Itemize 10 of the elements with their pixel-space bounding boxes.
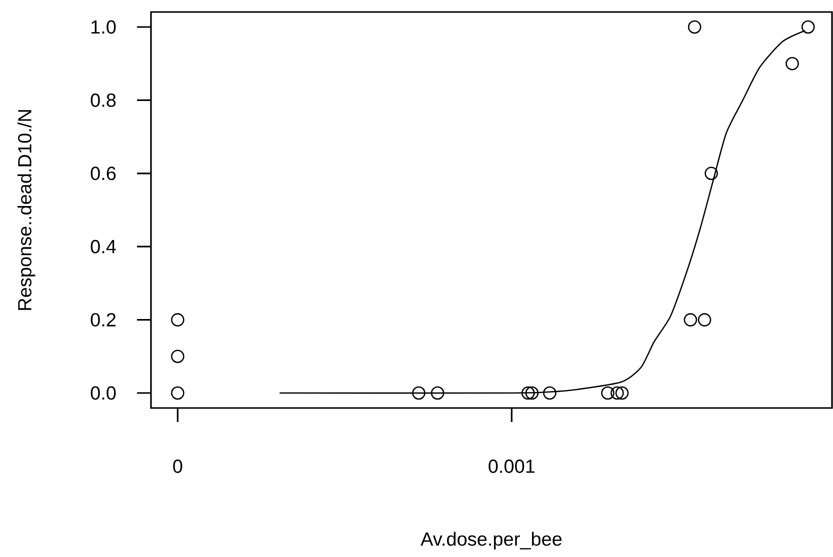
x-tick-label: 0 bbox=[173, 460, 182, 473]
x-axis-title: Av.dose.per_bee bbox=[420, 532, 562, 550]
y-tick-label: 0.4 bbox=[90, 240, 116, 254]
y-axis-title: Response..dead.D10./N bbox=[18, 110, 36, 310]
y-tick-label: 0.0 bbox=[90, 386, 116, 400]
y-tick-label: 0.8 bbox=[90, 93, 116, 107]
y-tick-label: 0.6 bbox=[90, 166, 116, 180]
y-tick-label: 1.0 bbox=[92, 20, 116, 34]
y-tick-label: 0.2 bbox=[90, 313, 116, 327]
x-tick-label: 0.001 bbox=[488, 460, 535, 473]
